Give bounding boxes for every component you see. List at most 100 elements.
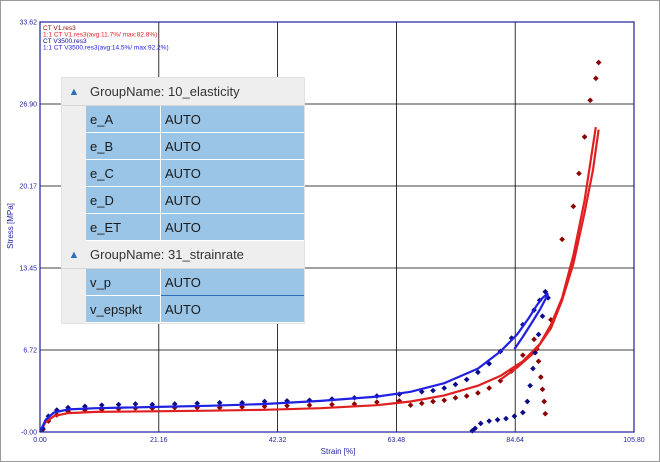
data-point-marker bbox=[520, 352, 526, 358]
x-tick-label: 42.32 bbox=[269, 437, 287, 444]
data-point-marker bbox=[531, 336, 537, 343]
data-point-marker bbox=[452, 395, 459, 401]
property-value[interactable]: AUTO bbox=[161, 106, 304, 133]
data-point-marker bbox=[576, 170, 582, 177]
property-row-v-epspkt[interactable]: v_epspkt AUTO bbox=[62, 296, 304, 323]
property-row-e-a[interactable]: e_A AUTO bbox=[62, 106, 304, 133]
data-point-marker bbox=[463, 393, 470, 399]
property-row-e-c[interactable]: e_C AUTO bbox=[62, 160, 304, 187]
data-point-marker bbox=[475, 390, 481, 396]
data-point-marker bbox=[537, 374, 544, 380]
data-point-marker bbox=[595, 59, 602, 66]
data-point-marker bbox=[587, 97, 594, 104]
data-point-marker bbox=[329, 401, 335, 408]
property-name: e_B bbox=[86, 133, 161, 160]
property-value[interactable]: AUTO bbox=[161, 296, 304, 323]
property-name: e_C bbox=[86, 160, 161, 187]
x-tick-label: 105.80 bbox=[623, 437, 645, 444]
x-tick-label: 84.64 bbox=[506, 437, 524, 444]
data-point-marker bbox=[171, 401, 178, 407]
row-gutter bbox=[62, 106, 86, 133]
data-point-marker bbox=[430, 398, 436, 405]
data-point-marker bbox=[581, 134, 588, 140]
y-tick-label: 6.72 bbox=[23, 348, 37, 355]
y-tick-label: 26.90 bbox=[19, 102, 37, 109]
group-header-strainrate[interactable]: ▲ GroupName: 31_strainrate bbox=[62, 241, 304, 269]
series-curve bbox=[513, 293, 550, 350]
group-title: GroupName: 31_strainrate bbox=[90, 247, 244, 262]
data-point-marker bbox=[524, 398, 531, 405]
data-point-marker bbox=[98, 402, 105, 408]
property-value[interactable]: AUTO bbox=[161, 214, 304, 241]
data-point-marker bbox=[463, 376, 470, 383]
row-gutter bbox=[62, 187, 86, 214]
y-tick-label: 33.62 bbox=[19, 20, 37, 27]
data-point-marker bbox=[216, 399, 223, 406]
property-value[interactable]: AUTO bbox=[161, 269, 304, 296]
data-point-marker bbox=[535, 331, 542, 338]
property-value[interactable]: AUTO bbox=[161, 133, 304, 160]
data-point-marker bbox=[441, 397, 448, 404]
data-point-marker bbox=[284, 402, 290, 409]
property-row-e-b[interactable]: e_B AUTO bbox=[62, 133, 304, 160]
series-layer bbox=[39, 59, 602, 434]
data-point-marker bbox=[539, 386, 546, 393]
legend-entry: 1:1 CT V3500.res3(avg:14.5%/ max:92.2%) bbox=[43, 45, 169, 52]
data-point-marker bbox=[527, 382, 533, 389]
data-point-marker bbox=[452, 381, 459, 388]
property-name: e_D bbox=[86, 187, 161, 214]
data-point-marker bbox=[539, 313, 546, 319]
property-row-e-et[interactable]: e_ET AUTO bbox=[62, 214, 304, 241]
x-tick-label: 63.48 bbox=[388, 437, 406, 444]
property-value[interactable]: AUTO bbox=[161, 187, 304, 214]
property-value[interactable]: AUTO bbox=[161, 160, 304, 187]
property-name: v_p bbox=[86, 269, 161, 296]
group-title: GroupName: 10_elasticity bbox=[90, 84, 240, 99]
row-gutter bbox=[62, 214, 86, 241]
row-gutter bbox=[62, 269, 86, 296]
data-point-marker bbox=[532, 349, 539, 356]
y-axis-label: Stress [MPa] bbox=[6, 203, 15, 249]
data-point-marker bbox=[520, 409, 526, 416]
series-curve bbox=[499, 129, 600, 381]
x-tick-label: 0.00 bbox=[33, 437, 47, 444]
legend-entry: CT V3500.res3 bbox=[43, 38, 87, 45]
series-curve bbox=[39, 126, 597, 433]
data-point-marker bbox=[570, 203, 577, 210]
row-gutter bbox=[62, 296, 86, 323]
data-point-marker bbox=[115, 401, 122, 408]
data-point-marker bbox=[486, 385, 492, 391]
x-axis-label: Strain [%] bbox=[321, 447, 356, 456]
chevron-up-icon[interactable]: ▲ bbox=[68, 248, 80, 261]
data-point-marker bbox=[486, 418, 492, 424]
property-grid: ▲ GroupName: 10_elasticity e_A AUTO e_B … bbox=[62, 78, 304, 323]
data-point-marker bbox=[132, 401, 139, 407]
data-point-marker bbox=[306, 402, 313, 408]
data-point-marker bbox=[475, 369, 481, 376]
data-point-marker bbox=[559, 236, 565, 243]
chevron-up-icon[interactable]: ▲ bbox=[68, 85, 80, 98]
data-point-marker bbox=[430, 387, 436, 394]
data-point-marker bbox=[418, 400, 425, 407]
plot-frame bbox=[39, 21, 635, 433]
axes-layer: 0.00 21.16 42.32 63.48 84.64 105.80 -0.00 6.72 1… bbox=[19, 20, 644, 445]
property-name: e_A bbox=[86, 106, 161, 133]
data-point-marker bbox=[592, 75, 599, 82]
group-header-elasticity[interactable]: ▲ GroupName: 10_elasticity bbox=[62, 78, 304, 106]
data-point-marker bbox=[503, 415, 509, 422]
y-tick-label: -0.00 bbox=[21, 430, 37, 437]
property-name: e_ET bbox=[86, 214, 161, 241]
data-point-marker bbox=[374, 399, 380, 405]
row-gutter bbox=[62, 133, 86, 160]
legend-entry: CT V1.res3 bbox=[43, 25, 76, 32]
property-row-e-d[interactable]: e_D AUTO bbox=[62, 187, 304, 214]
legend-entry: 1:1 CT V1.res3(avg:11.7%/ max:82.8%) bbox=[43, 32, 157, 39]
x-tick-label: 21.16 bbox=[150, 437, 168, 444]
property-row-v-p[interactable]: v_p AUTO bbox=[62, 269, 304, 296]
series-curve bbox=[39, 292, 549, 433]
data-point-marker bbox=[407, 402, 414, 408]
data-point-marker bbox=[494, 416, 501, 423]
data-point-marker bbox=[194, 400, 201, 407]
row-gutter bbox=[62, 160, 86, 187]
